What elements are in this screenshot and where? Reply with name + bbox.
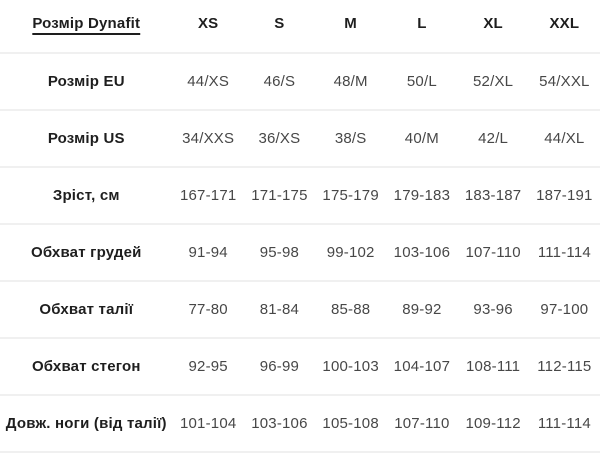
table-row-hips: Обхват стегон 92-95 96-99 100-103 104-10… — [0, 338, 600, 396]
size-cell: 100-103 — [315, 338, 387, 396]
size-cell: 167-171 — [172, 167, 244, 225]
size-cell: 81-84 — [243, 281, 316, 339]
size-cell: 104-107 — [386, 338, 458, 396]
size-cell: 175-179 — [315, 167, 387, 225]
size-cell: 107-110 — [386, 395, 458, 453]
table-row-height: Зріст, см 167-171 171-175 175-179 179-18… — [0, 167, 600, 225]
size-cell: 107-110 — [457, 224, 529, 282]
size-cell: 95-98 — [243, 224, 316, 282]
size-cell: 50/L — [386, 53, 458, 111]
size-cell: 40/M — [386, 110, 458, 168]
size-cell: 92-95 — [172, 338, 244, 396]
row-label: Довж. ноги (від талії) — [0, 395, 173, 453]
size-cell: 52/XL — [457, 53, 529, 111]
table-row-us-size: Розмір US 34/XXS 36/XS 38/S 40/M 42/L 44… — [0, 110, 600, 168]
size-cell: 89-92 — [386, 281, 458, 339]
size-cell: 99-102 — [315, 224, 387, 282]
size-cell: 171-175 — [243, 167, 316, 225]
size-cell: 38/S — [315, 110, 387, 168]
column-header-m: M — [315, 0, 387, 54]
table-row-eu-size: Розмір EU 44/XS 46/S 48/M 50/L 52/XL 54/… — [0, 53, 600, 111]
size-cell: 96-99 — [243, 338, 316, 396]
size-cell: 111-114 — [528, 224, 600, 282]
column-header-xxl: XXL — [528, 0, 600, 54]
size-cell: 183-187 — [457, 167, 529, 225]
size-cell: 108-111 — [457, 338, 529, 396]
size-cell: 103-106 — [386, 224, 458, 282]
column-header-xl: XL — [457, 0, 529, 54]
size-cell: 112-115 — [528, 338, 600, 396]
size-cell: 44/XS — [172, 53, 244, 111]
table-row-chest: Обхват грудей 91-94 95-98 99-102 103-106… — [0, 224, 600, 282]
column-header-l: L — [386, 0, 458, 54]
row-label: Розмір US — [0, 110, 173, 168]
row-label: Обхват грудей — [0, 224, 173, 282]
table-row-leg-length: Довж. ноги (від талії) 101-104 103-106 1… — [0, 395, 600, 453]
size-cell: 34/XXS — [172, 110, 244, 168]
size-cell: 46/S — [243, 53, 316, 111]
column-header-xs: XS — [172, 0, 244, 54]
size-cell: 97-100 — [528, 281, 600, 339]
size-cell: 103-106 — [243, 395, 316, 453]
row-label: Обхват талії — [0, 281, 173, 339]
size-cell: 48/M — [315, 53, 387, 111]
size-cell: 77-80 — [172, 281, 244, 339]
column-header-s: S — [243, 0, 316, 54]
size-cell: 187-191 — [528, 167, 600, 225]
size-cell: 44/XL — [528, 110, 600, 168]
row-label: Обхват стегон — [0, 338, 173, 396]
size-cell: 105-108 — [315, 395, 387, 453]
size-cell: 42/L — [457, 110, 529, 168]
size-cell: 111-114 — [528, 395, 600, 453]
row-label: Розмір EU — [0, 53, 173, 111]
size-cell: 85-88 — [315, 281, 387, 339]
row-label: Зріст, см — [0, 167, 173, 225]
size-cell: 179-183 — [386, 167, 458, 225]
size-cell: 109-112 — [457, 395, 529, 453]
size-cell: 101-104 — [172, 395, 244, 453]
size-cell: 54/XXL — [528, 53, 600, 111]
header-row: Розмір Dynafit XS S M L XL XXL — [0, 0, 600, 54]
table-row-waist: Обхват талії 77-80 81-84 85-88 89-92 93-… — [0, 281, 600, 339]
size-cell: 36/XS — [243, 110, 316, 168]
corner-header-brand-size: Розмір Dynafit — [0, 0, 173, 54]
size-cell: 91-94 — [172, 224, 244, 282]
size-cell: 93-96 — [457, 281, 529, 339]
